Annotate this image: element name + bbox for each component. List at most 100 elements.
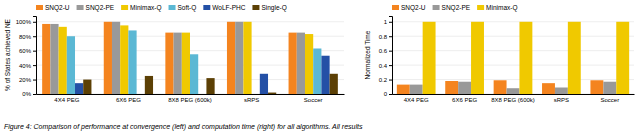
bar-series xyxy=(410,82,617,94)
bar xyxy=(75,83,83,94)
y-tick-label: 20% xyxy=(19,77,32,83)
bar xyxy=(50,24,58,94)
caption: Figure 4: Comparison of performance at c… xyxy=(4,123,363,131)
bar xyxy=(590,80,603,94)
bar xyxy=(555,88,568,95)
y-tick-mark xyxy=(33,36,36,37)
y-axis-line xyxy=(389,17,393,95)
bar xyxy=(458,82,471,94)
bar xyxy=(198,94,206,95)
bar xyxy=(321,56,329,94)
x-tick-label: 8X8 PEG (600k) xyxy=(491,97,535,103)
x-axis: 4X4 PEG 6X6 PEG 8X8 PEG (600k) sRPS Soccer xyxy=(393,95,635,104)
legend-item: SNQ2-U xyxy=(36,4,70,12)
legend-label: WoLF-PHC xyxy=(212,4,245,11)
y-tick-label: 40% xyxy=(19,63,32,69)
legend-swatch xyxy=(121,5,128,10)
y-tick: 0.2 xyxy=(379,77,392,83)
legend: SNQ2-USNQ2-PEMinimax-QSoft-QWoLF-PHCSing… xyxy=(36,4,287,12)
y-tick: 20% xyxy=(19,77,36,83)
bar xyxy=(305,34,313,94)
bar-series xyxy=(423,22,630,94)
x-tick-label: Soccer xyxy=(600,97,619,103)
y-tick: 0.6 xyxy=(379,48,392,54)
bar xyxy=(104,22,112,94)
bar xyxy=(542,83,555,94)
y-tick-label: 100% xyxy=(16,19,32,25)
legend-item: Single-Q xyxy=(252,4,286,12)
bar xyxy=(268,93,276,94)
x-tick: sRPS xyxy=(554,97,569,103)
x-tick: 4X4 PEG xyxy=(54,97,79,103)
bar xyxy=(145,76,153,94)
bar-series xyxy=(75,56,330,94)
x-axis: 4X4 PEG 6X6 PEG 8X8 PEG (600k) sRPS Soccer xyxy=(37,95,345,104)
y-tick: 60% xyxy=(19,48,36,54)
legend-swatch xyxy=(203,5,210,10)
legend-swatch xyxy=(77,5,84,10)
bar xyxy=(174,33,182,94)
legend-item: SNQ2-PE xyxy=(77,4,115,12)
bars xyxy=(397,22,629,94)
y-tick-label: 0 xyxy=(384,91,388,97)
x-tick-label: sRPS xyxy=(554,97,569,103)
bar xyxy=(313,49,321,95)
grid-line xyxy=(36,21,344,22)
y-tick-label: 1 xyxy=(384,19,388,25)
y-tick-mark xyxy=(389,65,392,66)
bar xyxy=(206,78,214,94)
bar xyxy=(297,33,305,94)
y-tick-mark xyxy=(389,22,392,23)
grid xyxy=(36,22,344,94)
chart-svg: 0% 20% 40% 60% 80% 100% 4X4 PEG 6X6 PEG 8X8 PEG … xyxy=(0,0,640,133)
x-tick: 8X8 PEG (600k) xyxy=(491,97,535,103)
bar xyxy=(445,81,458,94)
y-tick-label: 0.2 xyxy=(379,77,388,83)
y-tick: 0.4 xyxy=(379,63,392,69)
legend-label: Single-Q xyxy=(261,4,286,12)
legend-label: SNQ2-PE xyxy=(86,4,115,12)
bar xyxy=(112,22,120,94)
legend-swatch xyxy=(169,5,176,10)
x-tick-label: 4X4 PEG xyxy=(404,97,429,103)
bar xyxy=(182,33,190,94)
x-tick: Soccer xyxy=(600,97,619,103)
bar xyxy=(423,22,436,94)
y-axis-title: % of States achieved NE xyxy=(4,18,11,91)
x-tick-label: 8X8 PEG (600k) xyxy=(168,97,212,103)
bar-series xyxy=(67,30,322,94)
legend-label: SNQ2-PE xyxy=(442,4,471,12)
bar xyxy=(190,54,198,94)
legend: SNQ2-U SNQ2-PE Minimax-Q xyxy=(392,4,518,12)
y-tick-label: 0% xyxy=(22,91,31,97)
chart-panel: 0% 20% 40% 60% 80% 100% 4X4 PEG 6X6 PEG 8X8 PEG … xyxy=(4,4,345,103)
legend-swatch xyxy=(392,5,399,10)
bar xyxy=(59,27,67,94)
bar xyxy=(397,85,410,94)
x-tick: 6X6 PEG xyxy=(116,97,141,103)
x-tick: Soccer xyxy=(304,97,323,103)
x-tick-label: Soccer xyxy=(304,97,323,103)
x-tick: 4X4 PEG xyxy=(404,97,429,103)
y-tick-mark xyxy=(33,94,36,95)
x-tick: 8X8 PEG (600k) xyxy=(168,97,212,103)
x-tick: 6X6 PEG xyxy=(452,97,477,103)
legend-item: SNQ2-U xyxy=(392,4,426,12)
y-tick-label: 60% xyxy=(19,48,32,54)
legend-item: Minimax-Q xyxy=(477,4,517,12)
bar-series xyxy=(50,22,305,94)
x-tick-label: sRPS xyxy=(244,97,259,103)
x-tick-label: 6X6 PEG xyxy=(452,97,477,103)
y-tick-mark xyxy=(389,51,392,52)
legend-item: SNQ2-PE xyxy=(433,4,471,12)
bar xyxy=(243,22,251,94)
bar xyxy=(83,80,91,94)
y-tick: 80% xyxy=(19,34,36,40)
y-tick-mark xyxy=(33,22,36,23)
x-tick-label: 6X6 PEG xyxy=(116,97,141,103)
legend-label: Soft-Q xyxy=(178,4,197,12)
y-tick-mark xyxy=(33,80,36,81)
y-axis: 00.20.40.60.81 xyxy=(379,17,393,98)
legend-item: WoLF-PHC xyxy=(203,4,245,11)
legend-swatch xyxy=(36,5,43,10)
